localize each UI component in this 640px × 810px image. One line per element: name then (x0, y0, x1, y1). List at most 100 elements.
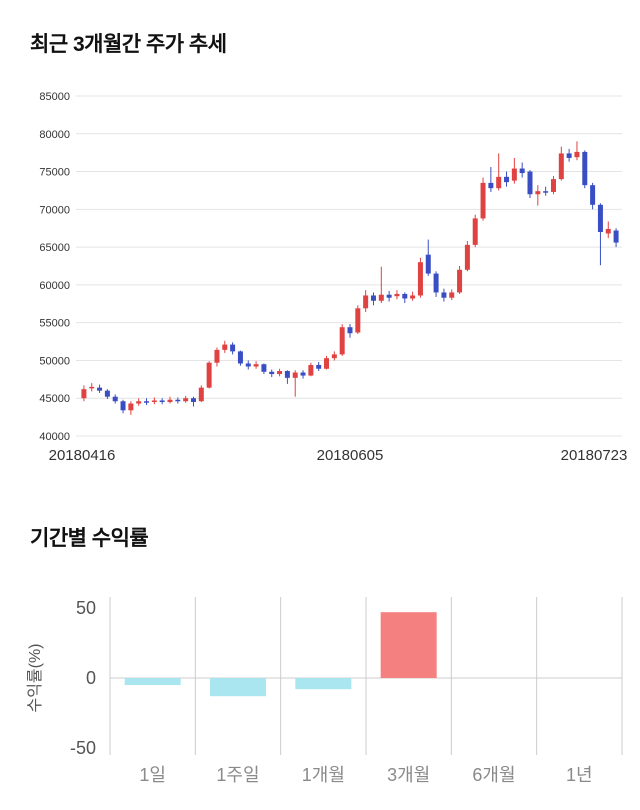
candle-body (558, 153, 564, 180)
y-tick-label: 70000 (39, 204, 70, 216)
candle-body (402, 293, 408, 299)
candle-body (89, 386, 95, 389)
candle-body (519, 168, 525, 174)
candle-body (104, 390, 110, 397)
candle-body (457, 269, 463, 293)
candle-body (574, 151, 580, 158)
returns-chart-title: 기간별 수익률 (30, 527, 149, 550)
return-bar (380, 612, 437, 678)
bar-category-label: 6개월 (472, 765, 515, 785)
y-tick-label: 50 (76, 598, 96, 618)
candle-body (183, 398, 189, 402)
candle-body (582, 151, 588, 186)
candle-body (472, 218, 478, 245)
candle-body (214, 349, 220, 363)
candle-body (308, 364, 314, 376)
x-tick-label: 20180605 (317, 447, 384, 464)
candle-body (527, 171, 533, 195)
candle-body (206, 362, 212, 388)
candle-body (464, 244, 470, 270)
y-tick-label: 0 (86, 668, 96, 688)
candle-body (230, 344, 236, 352)
candle-body (292, 372, 298, 378)
return-bar (295, 678, 352, 690)
period-returns-bar-chart: 50 0 -50 수익률(%) 1일 1주일 1개월 3개월 6개월 1년 (26, 597, 623, 785)
y-axis-label: 수익률(%) (26, 643, 44, 712)
candle-body (190, 398, 196, 402)
candle-body (316, 364, 322, 369)
candle-body (394, 293, 400, 297)
candle-body (237, 351, 243, 364)
y-tick-label: 85000 (39, 91, 70, 103)
bar-category-label: 1개월 (302, 765, 345, 785)
y-tick-label: 80000 (39, 129, 70, 141)
candle-body (324, 358, 330, 369)
candle-body (167, 399, 173, 402)
candle-body (245, 363, 251, 367)
price-chart-title: 최근 3개월간 주가 추세 (30, 33, 227, 56)
candle-body (417, 262, 423, 296)
bar-category-label: 1일 (139, 765, 166, 785)
candle-body (410, 295, 416, 299)
candle-body (550, 179, 556, 192)
candle-body (253, 364, 259, 367)
candle-body (151, 400, 157, 402)
candle-body (370, 295, 376, 301)
candle-body (120, 401, 126, 411)
candle-body (605, 228, 611, 234)
candle-body (355, 308, 361, 333)
candle-body (363, 295, 369, 309)
candle-body (433, 273, 439, 293)
candle-body (511, 168, 517, 181)
candle-body (597, 204, 603, 232)
candle-body (590, 185, 596, 205)
candle-body (81, 389, 87, 399)
candle-body (128, 403, 134, 411)
candle-body (261, 364, 267, 372)
candle-body (175, 399, 181, 402)
candle-body (613, 230, 619, 243)
bar-category-label: 1년 (566, 765, 593, 785)
y-tick-label: 50000 (39, 355, 70, 367)
y-tick-label: 75000 (39, 167, 70, 179)
candle-body (543, 191, 549, 193)
candle-body (269, 371, 275, 375)
candle-body (144, 401, 150, 403)
candle-body (504, 176, 510, 183)
x-tick-label: 20180416 (49, 447, 116, 464)
return-bar (210, 678, 266, 697)
candle-body (339, 327, 345, 355)
candle-body (112, 396, 118, 402)
candle-body (300, 372, 306, 376)
candle-body (159, 400, 165, 402)
candle-body (198, 387, 204, 402)
candle-body (535, 191, 541, 195)
price-candlestick-chart: 40000 45000 50000 55000 60000 65000 70000 75000… (39, 91, 628, 464)
y-tick-label: 65000 (39, 242, 70, 254)
bar-category-label: 1주일 (216, 765, 259, 785)
candle-body (386, 294, 392, 298)
candle-body (480, 182, 486, 219)
candle-body (222, 344, 228, 350)
y-tick-label: 45000 (39, 393, 70, 405)
y-tick-label: 40000 (39, 431, 70, 443)
candle-body (566, 153, 572, 158)
return-bar (124, 678, 181, 685)
candle-body (449, 292, 455, 298)
candle-body (136, 401, 142, 404)
candle-body (378, 294, 384, 301)
candle-body (441, 292, 447, 298)
candle-body (347, 327, 353, 334)
x-tick-label: 20180723 (561, 447, 628, 464)
y-tick-label: 55000 (39, 318, 70, 330)
y-tick-label: -50 (70, 738, 96, 758)
candle-body (331, 354, 337, 359)
y-tick-label: 60000 (39, 280, 70, 292)
candle-body (97, 387, 103, 391)
candle-body (496, 176, 502, 189)
candle-body (425, 254, 431, 274)
candle-body (284, 371, 290, 378)
candle-body (488, 182, 494, 189)
candle-body (277, 371, 283, 375)
